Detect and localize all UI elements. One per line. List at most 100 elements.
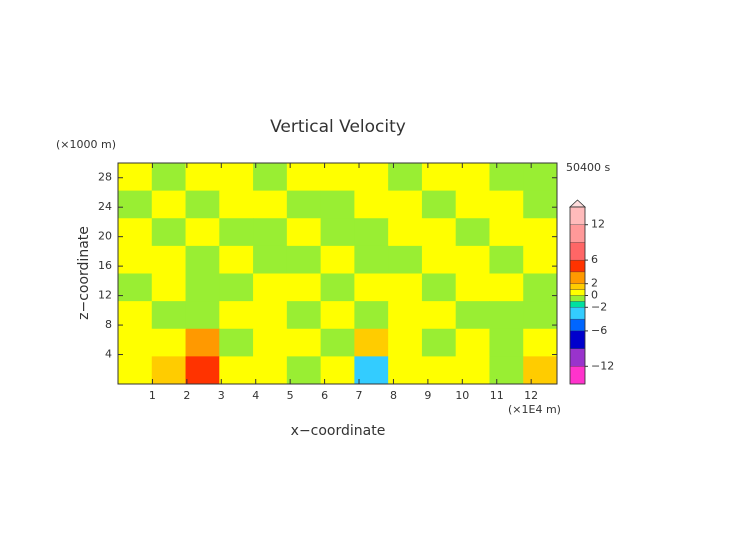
- field-cell: [185, 163, 220, 192]
- field-cell: [118, 245, 153, 274]
- field-cell: [286, 356, 322, 385]
- field-cell: [354, 356, 389, 385]
- field-cell: [151, 328, 187, 357]
- field-cell: [219, 245, 254, 274]
- x-tick-label: 10: [455, 389, 469, 402]
- chart-title: Vertical Velocity: [270, 117, 406, 137]
- field-cell: [151, 301, 187, 330]
- colorbar-tick-label: 12: [591, 218, 605, 231]
- field-cell: [185, 273, 220, 302]
- field-cell: [320, 218, 355, 247]
- field-cell: [455, 356, 490, 385]
- field-cell: [320, 245, 355, 274]
- field-cell: [151, 356, 187, 385]
- y-tick-label: 20: [98, 230, 112, 243]
- field-cell: [489, 301, 524, 330]
- field-cell: [523, 163, 558, 192]
- colorbar-band: [569, 330, 586, 349]
- field-cell: [388, 301, 423, 330]
- field-cell: [421, 273, 457, 302]
- field-cell: [523, 301, 558, 330]
- field-cell: [253, 356, 288, 385]
- field-cell: [151, 273, 187, 302]
- x-axis-label: x−coordinate: [291, 423, 386, 439]
- y-tick-label: 4: [105, 348, 112, 361]
- x-tick-label: 9: [424, 389, 431, 402]
- field-cell: [388, 190, 423, 219]
- field-cell: [185, 328, 220, 357]
- colorbar-tick-label: −2: [591, 300, 607, 313]
- field-cell: [286, 190, 322, 219]
- y-tick-label: 12: [98, 289, 112, 302]
- field-cell: [253, 190, 288, 219]
- field-cell: [118, 218, 153, 247]
- colorbar-band: [569, 318, 586, 332]
- field-cell: [455, 328, 490, 357]
- field-cell: [388, 328, 423, 357]
- field-cell: [151, 218, 187, 247]
- field-cell: [219, 301, 254, 330]
- y-axis-label: z−coordinate: [76, 226, 92, 320]
- field-cell: [455, 218, 490, 247]
- colorbar-band: [569, 295, 586, 302]
- field-cell: [151, 163, 187, 192]
- field-cell: [523, 273, 558, 302]
- colorbar-band: [569, 348, 586, 367]
- colorbar-band: [569, 289, 586, 296]
- field-cell: [253, 163, 288, 192]
- field-cell: [489, 356, 524, 385]
- x-unit: (×1E4 m): [508, 403, 561, 416]
- field-cell: [219, 218, 254, 247]
- field-cell: [455, 301, 490, 330]
- field-cell: [523, 245, 558, 274]
- field-cell: [320, 163, 355, 192]
- field-cell: [523, 328, 558, 357]
- colorbar-band: [569, 366, 586, 385]
- field-cell: [455, 163, 490, 192]
- time-label: 50400 s: [566, 161, 610, 174]
- field-cell: [320, 356, 355, 385]
- x-tick-label: 6: [321, 389, 328, 402]
- x-tick-label: 5: [287, 389, 294, 402]
- field-cell: [354, 301, 389, 330]
- field-cell: [286, 245, 322, 274]
- field-cell: [253, 273, 288, 302]
- field-cell: [185, 301, 220, 330]
- field-cell: [185, 190, 220, 219]
- field-cell: [489, 163, 524, 192]
- field-cell: [421, 328, 457, 357]
- field-cell: [455, 190, 490, 219]
- field-cell: [489, 190, 524, 219]
- colorbar-extension: [568, 199, 587, 208]
- field-cell: [151, 190, 187, 219]
- x-tick-label: 7: [356, 389, 363, 402]
- field-cell: [421, 218, 457, 247]
- colorbar-tick-label: 0: [591, 289, 598, 302]
- field-cell: [523, 190, 558, 219]
- field-cell: [253, 301, 288, 330]
- field-cell: [219, 190, 254, 219]
- field-cell: [253, 245, 288, 274]
- field-cell: [354, 245, 389, 274]
- y-unit: (×1000 m): [56, 138, 116, 151]
- field-cell: [354, 273, 389, 302]
- field-cell: [118, 301, 153, 330]
- x-tick-label: 11: [490, 389, 504, 402]
- colorbar-band: [569, 301, 586, 308]
- x-tick-label: 1: [149, 389, 156, 402]
- x-tick-label: 8: [390, 389, 397, 402]
- field-cell: [118, 190, 153, 219]
- field-cell: [185, 356, 220, 385]
- field-cell: [354, 163, 389, 192]
- field-cell: [286, 301, 322, 330]
- field-cell: [421, 190, 457, 219]
- y-tick-label: 16: [98, 259, 112, 272]
- colorbar-band: [569, 271, 586, 284]
- colorbar-band: [569, 259, 586, 273]
- field-cell: [421, 356, 457, 385]
- field-cell: [118, 273, 153, 302]
- field-cell: [388, 245, 423, 274]
- field-cell: [151, 245, 187, 274]
- field-cell: [118, 163, 153, 192]
- y-tick-label: 8: [105, 318, 112, 331]
